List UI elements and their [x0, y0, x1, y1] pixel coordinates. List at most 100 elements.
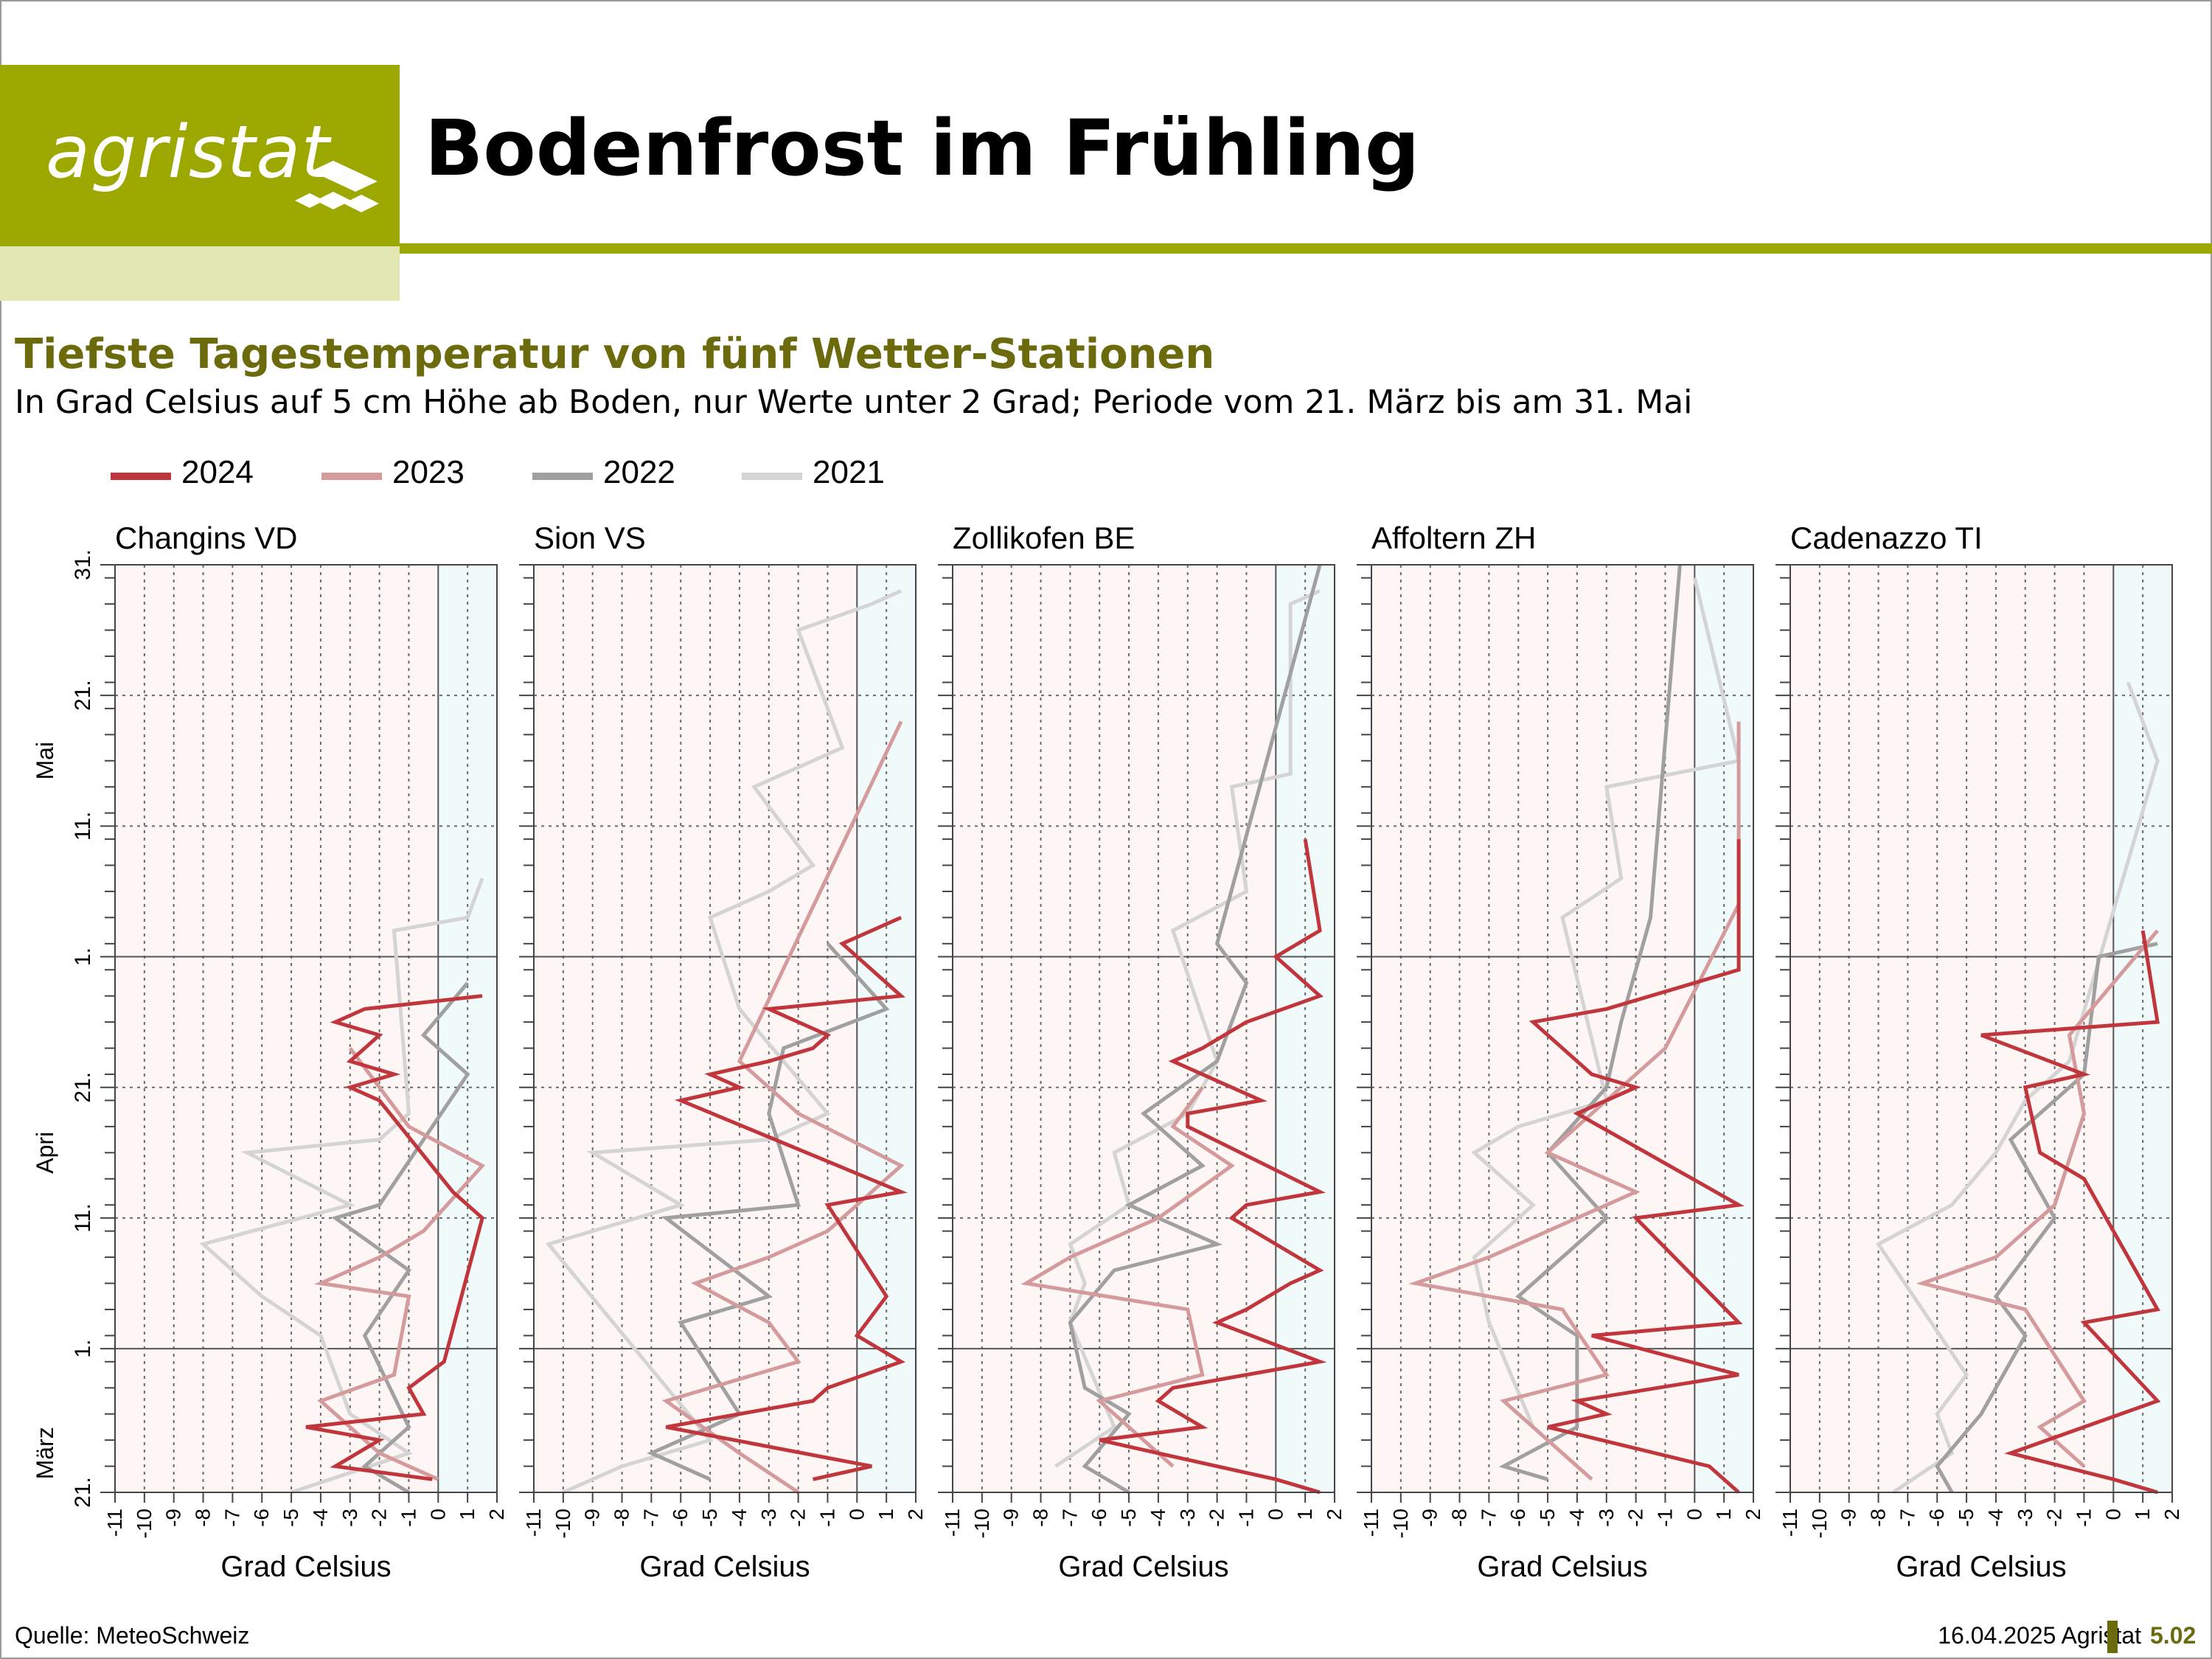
x-tick-label: -6: [1088, 1509, 1110, 1527]
x-tick-label: -7: [1058, 1509, 1081, 1527]
x-tick-label: -11: [1360, 1509, 1382, 1537]
x-tick-label: -7: [220, 1509, 243, 1527]
legend-label: 2024: [181, 454, 254, 490]
y-tick-label: 11.: [71, 1203, 95, 1232]
panel-frame: [952, 564, 1335, 1493]
x-tick-label: 1: [2131, 1509, 2154, 1520]
above-zero-zone: [857, 565, 916, 1492]
x-tick-label: -2: [1206, 1509, 1228, 1527]
month-label: Mai: [32, 742, 58, 780]
x-tick-label: -4: [1984, 1509, 2007, 1527]
x-tick-label: -8: [192, 1509, 215, 1527]
y-tick-label: 21.: [71, 680, 95, 711]
series-line-2023: [1408, 721, 1741, 1481]
x-tick-label: -6: [250, 1509, 273, 1527]
series-line-2022: [1068, 564, 1322, 1495]
x-tick-label: -2: [368, 1509, 391, 1527]
panel-frame: [1790, 564, 2173, 1493]
below-zero-zone: [115, 565, 439, 1492]
frost-chart: Changins VD-11 -10 -9 -8 -7 -6 -5 -4 -3 -2 -1 0 1 2Gr…: [32, 521, 2183, 1583]
station-panel: Zollikofen BE-11 -10 -9 -8 -7 -6 -5 -4 -3 -2 -1 0 1 2…: [938, 521, 1346, 1583]
series-line-2024: [305, 994, 484, 1481]
logo-underband: [0, 246, 400, 301]
x-tick-label: -3: [757, 1509, 780, 1527]
month-label: Apri: [32, 1132, 58, 1174]
x-tick-label: 1: [1293, 1509, 1316, 1520]
legend-swatch: [532, 473, 593, 480]
x-tick-label: -2: [2043, 1509, 2066, 1527]
x-tick-label: -9: [1837, 1509, 1860, 1527]
x-tick-label: -11: [941, 1509, 964, 1537]
chart-description: In Grad Celsius auf 5 cm Höhe ab Boden, …: [15, 383, 1693, 421]
x-tick-label: -10: [552, 1509, 574, 1538]
legend-swatch: [321, 473, 382, 480]
below-zero-zone: [953, 565, 1276, 1492]
x-tick-label: -3: [1176, 1509, 1199, 1527]
series-line-2024: [1980, 930, 2161, 1495]
series-line-2021: [545, 589, 902, 1495]
legend-swatch: [111, 473, 171, 480]
station-panel: Cadenazzo TI-11 -10 -9 -8 -7 -6 -5 -4 -3 -2 -1 0 1 2G…: [1775, 521, 2183, 1583]
x-tick-label: 2: [2160, 1509, 2183, 1520]
below-zero-zone: [1371, 565, 1695, 1492]
x-tick-label: -1: [397, 1509, 420, 1527]
x-tick-label: -1: [815, 1509, 838, 1527]
x-tick-label: -8: [1867, 1509, 1890, 1527]
x-tick-label: 0: [426, 1509, 449, 1520]
x-tick-label: -7: [1896, 1509, 1919, 1527]
series-line-2022: [1935, 942, 2158, 1494]
x-axis-label: Grad Celsius: [1058, 1551, 1228, 1583]
x-tick-label: -1: [1653, 1509, 1676, 1527]
series-line-2023: [661, 720, 905, 1495]
x-tick-label: -8: [1029, 1509, 1052, 1527]
x-tick-label: -3: [338, 1509, 361, 1527]
logo-text: agristat: [46, 111, 330, 195]
title-rule: [400, 243, 2212, 254]
x-tick-label: -3: [1595, 1509, 1618, 1527]
series-line-2022: [331, 981, 470, 1495]
x-axis-label: Grad Celsius: [1477, 1551, 1647, 1583]
logo-box: [0, 65, 400, 246]
x-tick-label: -10: [970, 1509, 993, 1538]
x-tick-label: -11: [1778, 1509, 1801, 1537]
x-tick-label: -2: [1624, 1509, 1647, 1527]
x-tick-label: -7: [1477, 1509, 1500, 1527]
above-zero-zone: [2113, 565, 2172, 1492]
panel-frame: [533, 564, 917, 1493]
x-tick-label: -10: [1808, 1509, 1831, 1538]
chart-subtitle: Tiefste Tagestemperatur von fünf Wetter-…: [15, 330, 1215, 378]
x-tick-label: -5: [1117, 1509, 1140, 1527]
x-tick-label: -5: [279, 1509, 302, 1527]
x-tick-label: -6: [1506, 1509, 1529, 1527]
above-zero-zone: [438, 565, 497, 1492]
x-tick-label: 1: [456, 1509, 479, 1520]
series-line-2023: [314, 1047, 486, 1481]
footer-divider: [2107, 1621, 2118, 1653]
series-line-2022: [1498, 564, 1682, 1481]
x-tick-label: -7: [639, 1509, 662, 1527]
x-tick-label: 2: [1742, 1509, 1764, 1520]
x-tick-label: -1: [1234, 1509, 1257, 1527]
panel-title: Changins VD: [115, 521, 297, 555]
x-axis-label: Grad Celsius: [1896, 1551, 2066, 1583]
panel-title: Sion VS: [534, 521, 646, 555]
x-axis-label: Grad Celsius: [639, 1551, 810, 1583]
y-tick-label: 21.: [71, 1072, 95, 1103]
x-tick-label: -5: [1955, 1509, 1978, 1527]
y-tick-label: 11.: [71, 812, 95, 841]
x-tick-label: 1: [1712, 1509, 1735, 1520]
x-tick-label: -10: [133, 1509, 156, 1538]
panel-frame: [1371, 564, 1754, 1493]
series-line-2023: [1020, 1086, 1235, 1468]
x-tick-label: -6: [1925, 1509, 1948, 1527]
x-tick-label: 2: [485, 1509, 508, 1520]
y-tick-label: 21.: [71, 1477, 95, 1508]
series-line-2024: [1099, 838, 1327, 1495]
x-tick-label: -9: [581, 1509, 604, 1527]
panel-title: Zollikofen BE: [953, 521, 1135, 555]
x-tick-label: 0: [1683, 1509, 1705, 1520]
x-tick-label: -4: [1565, 1509, 1588, 1527]
x-tick-label: -9: [1419, 1509, 1441, 1527]
station-panel: Affoltern ZH-11 -10 -9 -8 -7 -6 -5 -4 -3 -2 -1 0 1 2G…: [1357, 521, 1764, 1583]
